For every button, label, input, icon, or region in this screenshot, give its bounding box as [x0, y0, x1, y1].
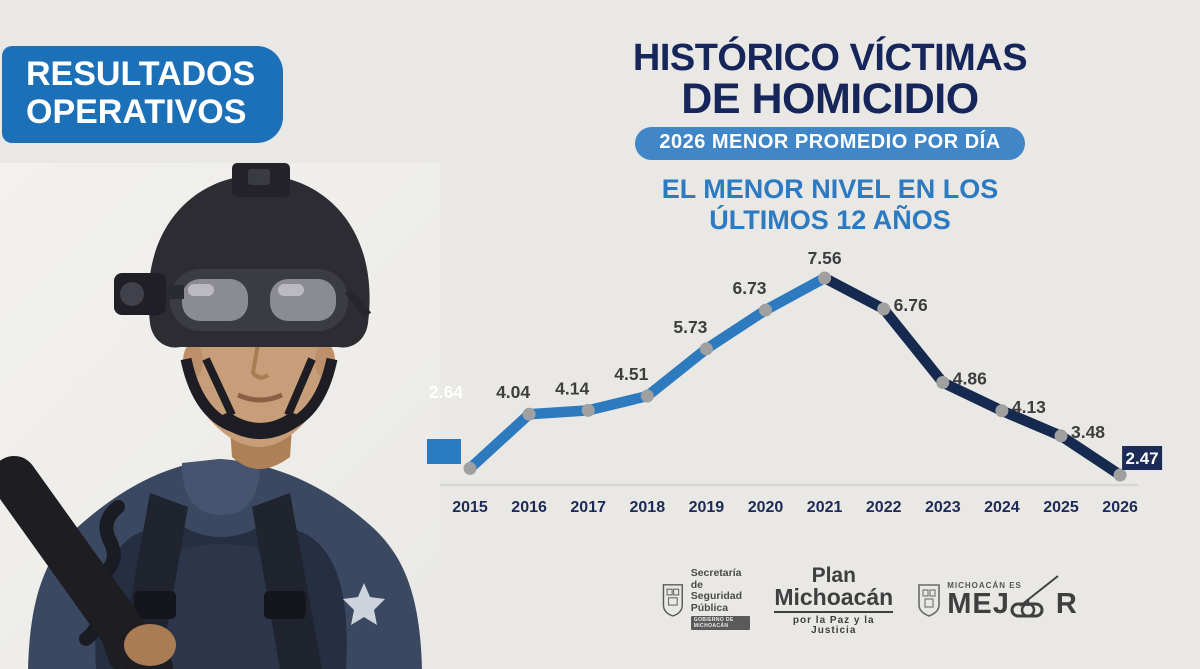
data-point-label: 6.73: [732, 278, 766, 298]
trend-segment: [642, 343, 712, 402]
x-axis-tick-label: 2019: [689, 499, 725, 516]
data-point-label: 4.14: [555, 378, 589, 398]
trend-segment: [523, 405, 594, 420]
data-point-dot: [759, 303, 772, 317]
data-point-dot: [581, 403, 595, 417]
chin-strap: [180, 357, 338, 439]
helmet-flashlight: [114, 273, 184, 315]
data-point-dot: [699, 342, 713, 356]
data-point-dot: [877, 302, 891, 316]
homicide-trend-chart: 2.64 4.04 4.14 4.51 5.73 6.73 7.56 6.76 4.86 4.13…: [420, 248, 1165, 528]
x-axis-tick-label: 2022: [866, 499, 902, 516]
plan-logo-line-2: Michoacán: [774, 585, 894, 613]
data-point-label: 2.64: [429, 382, 463, 402]
data-point-label: 3.48: [1071, 422, 1105, 442]
x-axis-tick-label: 2021: [807, 499, 843, 516]
first-year-marker: [427, 439, 461, 464]
ssp-logo: Secretaría de Seguridad Pública GOBIERNO…: [662, 567, 751, 632]
state-shield-icon: [918, 584, 941, 617]
data-point-dot: [463, 461, 477, 475]
trend-segment: [1055, 430, 1126, 481]
x-axis-tick-label: 2024: [984, 499, 1020, 516]
data-point-label: 4.13: [1012, 397, 1046, 417]
trend-segment: [996, 405, 1067, 442]
trend-segment: [701, 304, 771, 355]
ssp-text-line-3: Pública: [690, 601, 729, 614]
x-axis-tick-label: 2023: [925, 499, 961, 516]
page-title-line-1: HISTÓRICO VÍCTIMAS: [632, 37, 1028, 79]
data-point-dot: [936, 376, 950, 390]
x-axis-tick-label: 2015: [452, 499, 488, 516]
x-axis-tick-label: 2016: [511, 499, 547, 516]
x-axis-tick-label: 2018: [630, 499, 666, 516]
data-point-dot: [640, 389, 654, 403]
badge-2026-promedio: 2026 MENOR PROMEDIO POR DÍA: [635, 127, 1025, 160]
goggles-icon: [146, 269, 372, 331]
officer-photo: [0, 163, 440, 669]
x-axis-tick-label: 2026: [1102, 499, 1138, 516]
cable-car-icon: [1010, 575, 1059, 618]
data-point-label: 4.86: [953, 369, 987, 389]
mejor-big-right: R: [1055, 587, 1078, 620]
plan-logo-tagline: por la Paz y la Justicia: [792, 614, 875, 636]
trend-segment: [582, 390, 653, 416]
ssp-text-line-1: Secretaría: [690, 567, 742, 579]
x-axis-tick-label: 2017: [570, 499, 606, 516]
trend-segment: [760, 272, 830, 316]
data-point-label: 5.73: [673, 317, 707, 337]
plan-logo-line-1: Plan: [811, 563, 856, 587]
ssp-shield-icon: [662, 584, 683, 617]
vest-buckle-right: [264, 591, 306, 619]
data-point-label: 7.56: [808, 248, 842, 268]
subtitle-line-1: EL MENOR NIVEL EN LOS: [661, 174, 999, 204]
x-axis-tick-label: 2025: [1043, 499, 1079, 516]
header: HISTÓRICO VÍCTIMAS DE HOMICIDIO 2026 MEN…: [480, 38, 1180, 236]
data-point-dot: [818, 271, 832, 285]
data-point-dot: [1054, 429, 1068, 443]
last-value-box: [1122, 446, 1163, 470]
subtitle-line-2: ÚLTIMOS 12 AÑOS: [709, 205, 951, 235]
banner-line-2: OPERATIVOS: [26, 93, 247, 131]
banner-line-1: RESULTADOS: [26, 55, 256, 93]
mejor-small-text: MICHOACÁN ES: [947, 580, 1022, 590]
rifle: [0, 456, 176, 669]
data-point-label: 6.76: [894, 295, 928, 315]
ssp-text-line-2: de Seguridad: [690, 578, 743, 602]
data-point-label: 2.47: [1126, 449, 1159, 468]
data-point-dot: [522, 407, 536, 421]
officer-illustration: [0, 163, 422, 669]
trend-segment: [464, 408, 535, 474]
results-banner: RESULTADOS OPERATIVOS: [2, 46, 284, 143]
vest-buckle-left: [134, 591, 176, 619]
ssp-subtext: GOBIERNO DE MICHOACÁN: [690, 616, 751, 630]
x-axis-tick-label: 2020: [748, 499, 784, 516]
michoacan-es-mejor-logo: MICHOACÁN ES MEJ R: [917, 575, 1078, 620]
data-point-label: 4.51: [614, 364, 648, 384]
data-point-dot: [1113, 468, 1127, 482]
trend-segment: [819, 272, 889, 315]
data-point-label: 4.04: [496, 382, 530, 402]
footer-logos: Secretaría de Seguridad Pública GOBIERNO…: [662, 565, 1077, 635]
plan-michoacan-logo: Plan Michoacán por la Paz y la Justicia: [774, 563, 894, 636]
trend-line-svg: 2.64 4.04 4.14 4.51 5.73 6.73 7.56 6.76 4.86 4.13…: [427, 248, 1163, 516]
page-title-line-2: DE HOMICIDIO: [681, 75, 979, 123]
data-point-dot: [995, 404, 1009, 418]
helmet-camera: [232, 163, 290, 197]
mejor-big-left: MEJ: [947, 587, 1010, 620]
trend-segment: [878, 303, 949, 388]
trend-segment: [937, 377, 1008, 417]
star-badge-icon: [343, 583, 385, 625]
